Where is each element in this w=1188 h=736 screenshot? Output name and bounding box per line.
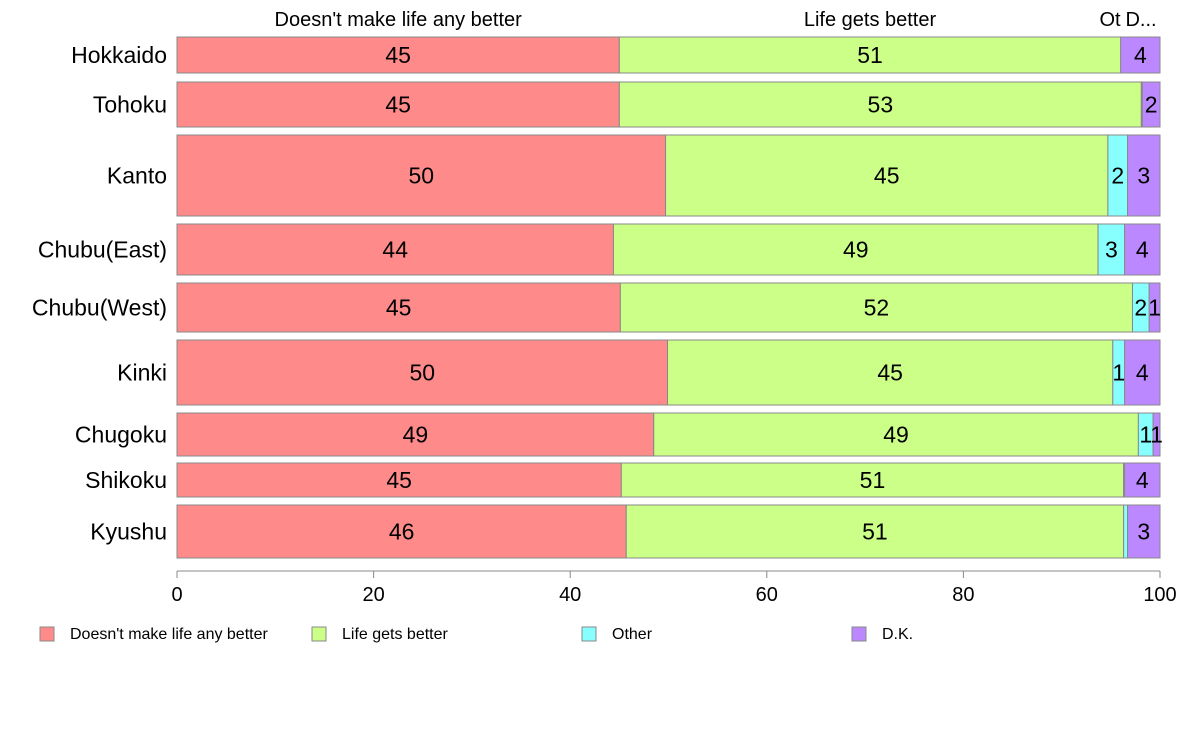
bar-label-chugoku-life-gets-better: 49 bbox=[883, 422, 909, 448]
category-labels: Hokkaido Tohoku Kanto Chubu(East) Chubu(West… bbox=[32, 42, 167, 545]
bar-shikoku-life-gets-better bbox=[620, 462, 1125, 498]
bar-chubu-west-life-gets-better bbox=[619, 282, 1133, 333]
category-label-kanto: Kanto bbox=[107, 163, 167, 189]
x-tick-label-100: 100 bbox=[1143, 584, 1176, 606]
top-label-2: Life gets better bbox=[804, 9, 937, 31]
bar-chubu-east-doesn-t-make-life-any-better bbox=[176, 223, 614, 276]
x-axis: 0 20 40 60 80 100 bbox=[171, 570, 1177, 606]
bar-chubu-east-life-gets-better bbox=[612, 223, 1099, 276]
bar-label-chubu-west-d-k: 1 bbox=[1148, 295, 1161, 321]
legend-swatch-doesn-t-make-life-any-better bbox=[39, 626, 55, 642]
legend-swatch-d-k bbox=[851, 626, 867, 642]
bar-tohoku-d-k bbox=[1141, 81, 1161, 128]
bar-chugoku-d-k bbox=[1152, 412, 1161, 457]
bar-label-kinki-doesn-t-make-life-any-better: 50 bbox=[409, 360, 435, 386]
top-label-4: D... bbox=[1125, 9, 1156, 31]
bar-label-tohoku-doesn-t-make-life-any-better: 45 bbox=[385, 92, 411, 118]
category-label-chugoku: Chugoku bbox=[75, 422, 167, 448]
bar-chugoku-life-gets-better bbox=[653, 412, 1139, 457]
bar-hokkaido-doesn-t-make-life-any-better bbox=[176, 36, 620, 74]
bar-label-chugoku-d-k: 1 bbox=[1150, 422, 1163, 448]
bar-label-shikoku-life-gets-better: 51 bbox=[860, 467, 886, 493]
top-series-labels: Doesn't make life any better Life gets be… bbox=[275, 9, 1157, 31]
bars-layer bbox=[176, 36, 1161, 559]
bar-chugoku-doesn-t-make-life-any-better bbox=[176, 412, 655, 457]
bar-tohoku-doesn-t-make-life-any-better bbox=[176, 81, 620, 128]
category-label-kyushu: Kyushu bbox=[90, 519, 167, 545]
bar-label-kyushu-life-gets-better: 51 bbox=[862, 519, 888, 545]
bar-label-kinki-other: 1 bbox=[1112, 360, 1125, 386]
bar-chubu-east-d-k bbox=[1124, 223, 1161, 276]
bar-label-kanto-d-k: 3 bbox=[1137, 163, 1150, 189]
bar-kinki-life-gets-better bbox=[667, 339, 1114, 406]
legend-label-other: Other bbox=[612, 626, 653, 643]
legend: Doesn't make life any better Life gets be… bbox=[39, 626, 913, 643]
bar-label-kyushu-d-k: 3 bbox=[1137, 519, 1150, 545]
bar-label-chubu-east-life-gets-better: 49 bbox=[843, 237, 869, 263]
bar-chubu-west-d-k bbox=[1148, 282, 1161, 333]
legend-swatch-life-gets-better bbox=[311, 626, 327, 642]
bar-kyushu-other bbox=[1123, 504, 1129, 559]
top-label-1: Doesn't make life any better bbox=[275, 9, 523, 31]
bar-label-kyushu-doesn-t-make-life-any-better: 46 bbox=[389, 519, 415, 545]
bar-label-shikoku-doesn-t-make-life-any-better: 45 bbox=[386, 467, 412, 493]
bar-shikoku-d-k bbox=[1124, 462, 1161, 498]
bar-kanto-d-k bbox=[1127, 134, 1161, 217]
bar-tohoku-life-gets-better bbox=[618, 81, 1142, 128]
legend-label-doesn-t-make-life-any-better: Doesn't make life any better bbox=[70, 626, 268, 643]
bar-label-kanto-other: 2 bbox=[1111, 163, 1124, 189]
bar-label-tohoku-d-k: 2 bbox=[1145, 92, 1158, 118]
bar-label-chubu-west-life-gets-better: 52 bbox=[864, 295, 890, 321]
category-label-tohoku: Tohoku bbox=[93, 92, 167, 118]
legend-label-d-k: D.K. bbox=[882, 626, 913, 643]
x-tick-label-20: 20 bbox=[362, 584, 384, 606]
bar-label-kinki-d-k: 4 bbox=[1136, 360, 1149, 386]
bar-hokkaido-life-gets-better bbox=[618, 36, 1122, 74]
x-tick-label-80: 80 bbox=[952, 584, 974, 606]
bar-label-chubu-west-other: 2 bbox=[1134, 295, 1147, 321]
bar-label-chugoku-other: 1 bbox=[1139, 422, 1152, 448]
bar-label-kanto-doesn-t-make-life-any-better: 50 bbox=[408, 163, 434, 189]
bar-kinki-d-k bbox=[1124, 339, 1161, 406]
x-tick-label-60: 60 bbox=[756, 584, 778, 606]
bar-hokkaido-d-k bbox=[1120, 36, 1161, 74]
bar-chubu-east-other bbox=[1097, 223, 1126, 276]
bar-label-chugoku-doesn-t-make-life-any-better: 49 bbox=[403, 422, 429, 448]
bar-label-chubu-east-doesn-t-make-life-any-better: 44 bbox=[382, 237, 408, 263]
legend-label-life-gets-better: Life gets better bbox=[342, 626, 449, 643]
bar-label-chubu-east-d-k: 4 bbox=[1136, 237, 1149, 263]
bar-label-kinki-life-gets-better: 45 bbox=[877, 360, 903, 386]
bar-label-hokkaido-d-k: 4 bbox=[1134, 42, 1147, 68]
category-label-chubu-east: Chubu(East) bbox=[38, 237, 167, 263]
bar-kyushu-d-k bbox=[1127, 504, 1161, 559]
bar-label-shikoku-d-k: 4 bbox=[1136, 467, 1149, 493]
bar-kanto-life-gets-better bbox=[665, 134, 1109, 217]
bar-chubu-west-doesn-t-make-life-any-better bbox=[176, 282, 621, 333]
bar-label-hokkaido-life-gets-better: 51 bbox=[857, 42, 883, 68]
legend-swatch-other bbox=[581, 626, 597, 642]
bar-label-chubu-west-doesn-t-make-life-any-better: 45 bbox=[386, 295, 412, 321]
x-tick-label-0: 0 bbox=[171, 584, 182, 606]
bar-label-kanto-life-gets-better: 45 bbox=[874, 163, 900, 189]
bar-value-labels: 45 51 445 53 250 45 2 344 49 3 445 52 2 150 45 1 449 49 11… bbox=[382, 42, 1163, 545]
category-label-chubu-west: Chubu(West) bbox=[32, 295, 167, 321]
bar-kinki-doesn-t-make-life-any-better bbox=[176, 339, 669, 406]
bar-label-hokkaido-doesn-t-make-life-any-better: 45 bbox=[385, 42, 411, 68]
bar-label-chubu-east-other: 3 bbox=[1105, 237, 1118, 263]
bar-kanto-doesn-t-make-life-any-better bbox=[176, 134, 667, 217]
category-label-kinki: Kinki bbox=[117, 360, 167, 386]
category-label-hokkaido: Hokkaido bbox=[71, 42, 167, 68]
top-label-3: Ot bbox=[1099, 9, 1121, 31]
category-label-shikoku: Shikoku bbox=[85, 467, 167, 493]
bar-label-tohoku-life-gets-better: 53 bbox=[868, 92, 894, 118]
x-tick-label-40: 40 bbox=[559, 584, 581, 606]
